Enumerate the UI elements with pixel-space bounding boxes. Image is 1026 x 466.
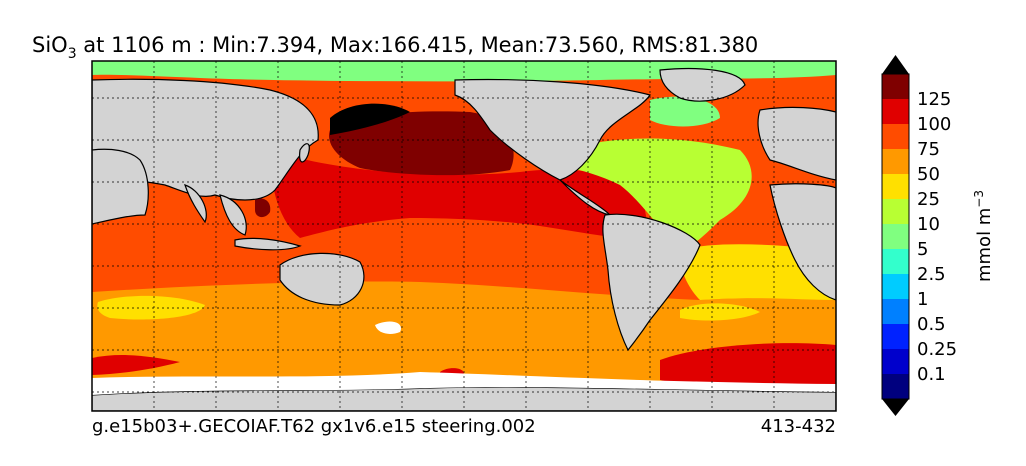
- africa-west: [92, 148, 149, 225]
- africa-east: [769, 183, 836, 301]
- colorbar-tick-label: 1: [917, 289, 928, 310]
- colorbar-swatch: [882, 124, 909, 149]
- southeast-asia: [219, 194, 247, 236]
- colorbar-tick-label: 25: [917, 189, 940, 210]
- southern-red-band-east: [660, 343, 836, 388]
- colorbar-tick-label: 10: [917, 214, 940, 235]
- colorbar-under-arrow: [882, 399, 909, 416]
- over-range-region: [330, 103, 410, 135]
- colorbar-swatch: [882, 74, 909, 99]
- colorbar-swatch: [882, 99, 909, 124]
- title-variable: SiO: [32, 33, 68, 57]
- colorbar-unit: mmol m−3: [972, 190, 995, 282]
- colorbar-tick-label: 5: [917, 239, 928, 260]
- southern-red-band-west: [92, 355, 180, 375]
- colorbar-swatch: [882, 299, 909, 324]
- colorbar-tick-label: 125: [917, 89, 951, 110]
- india: [184, 184, 207, 224]
- south-america: [602, 213, 701, 352]
- map-panel: [91, 60, 837, 412]
- colorbar-labels: 0.1 0.25 0.5 1 2.5 5 10 25 50 75 100 125: [917, 89, 957, 385]
- colorbar-tick-label: 2.5: [917, 264, 946, 285]
- year-range: 413-432: [761, 416, 836, 437]
- colorbar-swatch: [882, 274, 909, 299]
- south-atlantic-patch: [680, 303, 760, 321]
- colorbar-tick-label: 100: [917, 114, 951, 135]
- colorbar-boxes: [881, 73, 910, 400]
- philippine-max: [255, 198, 271, 218]
- colorbar-swatch: [882, 349, 909, 374]
- colorbar-swatch: [882, 199, 909, 224]
- colorbar-swatch: [882, 149, 909, 174]
- labrador-sea-region: [650, 96, 720, 127]
- colorbar-tick-label: 0.1: [917, 364, 946, 385]
- indian-ocean-patch: [97, 295, 205, 320]
- title-subscript: 3: [68, 46, 77, 62]
- north-pacific-max: [329, 111, 514, 176]
- colorbar: 0.1 0.25 0.5 1 2.5 5 10 25 50 75 100 125 mmol m−3: [881, 55, 995, 416]
- eurasia-west: [92, 78, 319, 201]
- colorbar-swatch: [882, 224, 909, 249]
- plot-title: SiO3 at 1106 m : Min:7.394, Max:166.415,…: [32, 33, 758, 62]
- colorbar-tick-label: 0.25: [917, 339, 957, 360]
- land: [92, 67, 836, 411]
- indonesia: [234, 237, 302, 251]
- north-atlantic-region: [560, 138, 752, 250]
- europe-east: [757, 106, 836, 181]
- graticule: [92, 61, 836, 411]
- colorbar-swatch: [882, 324, 909, 349]
- colorbar-tick-label: 0.5: [917, 314, 946, 335]
- north-america: [454, 78, 651, 181]
- missing-patch: [375, 321, 401, 334]
- case-name: g.e15b03+.GECOIAF.T62 gx1v6.e15 steering…: [92, 416, 536, 437]
- colorbar-over-arrow: [882, 55, 909, 74]
- title-stats: at 1106 m : Min:7.394, Max:166.415, Mean…: [77, 33, 759, 57]
- colorbar-swatch: [882, 374, 909, 399]
- colorbar-swatch: [882, 249, 909, 274]
- colorbar-swatch: [882, 174, 909, 199]
- colorbar-tick-label: 75: [917, 139, 940, 160]
- colorbar-tick-label: 50: [917, 164, 940, 185]
- map-frame: [91, 60, 837, 412]
- japan: [299, 143, 310, 163]
